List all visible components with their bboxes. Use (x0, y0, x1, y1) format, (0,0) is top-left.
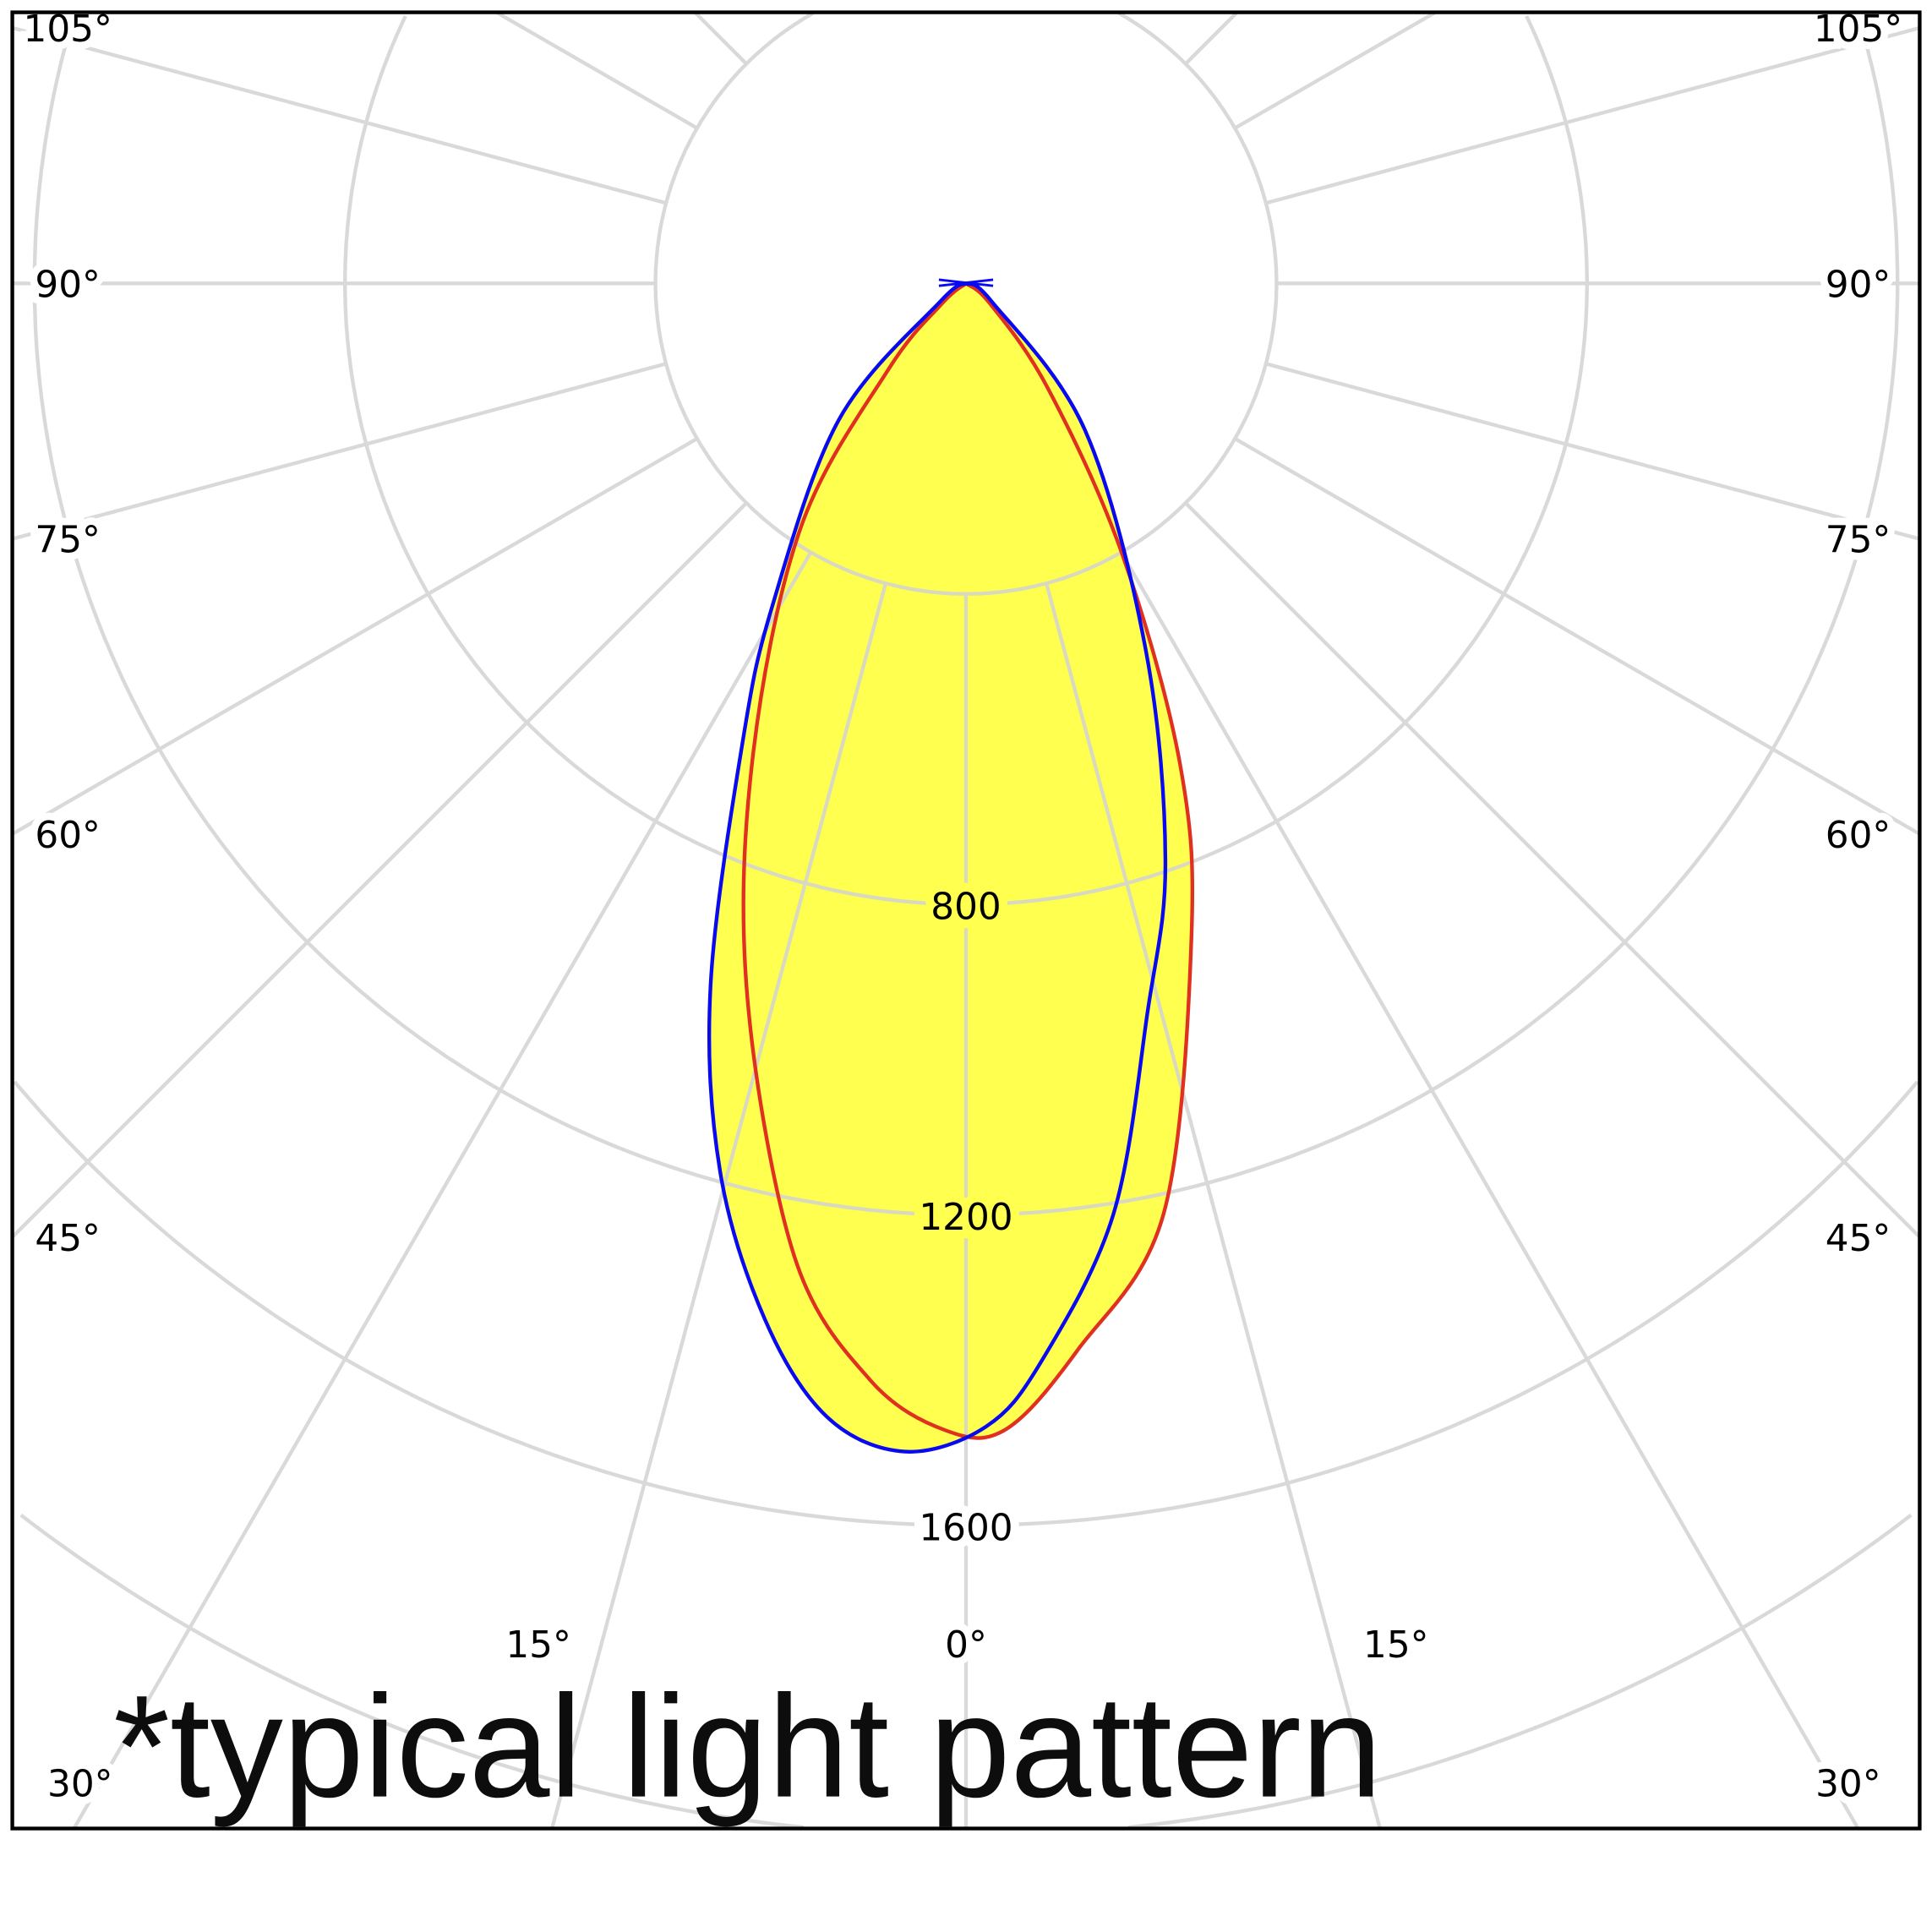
origin-marker (938, 278, 994, 287)
annotation-text: *typical light pattern (113, 1666, 1382, 1828)
radial-grid-circle (343, 15, 1589, 907)
angle-grid-line (12, 501, 748, 1239)
angle-grid-line (1044, 582, 1382, 1829)
angle-label-bottom: 15° (1363, 1624, 1429, 1667)
angle-label-left: 90° (35, 263, 101, 306)
angle-grid-line (72, 551, 813, 1829)
chart-frame (10, 10, 1922, 1831)
radial-grid-circle (19, 1513, 1913, 1829)
angle-label-left: 75° (35, 519, 101, 562)
angle-label-right: 45° (1826, 1217, 1891, 1260)
radial-tick-label: 1600 (919, 1506, 1012, 1549)
angle-label-right: 105° (1814, 8, 1902, 51)
series-fill-blue (709, 283, 1165, 1452)
angle-grid-line (1184, 501, 1920, 1239)
radial-tick-label: 800 (931, 886, 1001, 929)
angle-grid-line (1234, 437, 1920, 836)
angle-label-right: 75° (1826, 519, 1891, 562)
angle-grid-line (550, 582, 888, 1829)
angle-label-bottom: 30° (47, 1763, 113, 1806)
angle-grid-line (1265, 362, 1920, 541)
angle-label-bottom: 15° (505, 1624, 571, 1667)
angle-label-bottom: 0° (945, 1624, 987, 1667)
angle-grid-line (1234, 12, 1437, 130)
angle-grid-line (1265, 25, 1920, 205)
series-curve-blue (707, 281, 1168, 1454)
angle-label-left: 105° (24, 8, 112, 51)
angle-label-left: 60° (35, 814, 101, 857)
radial-tick-label: 1200 (919, 1196, 1012, 1239)
angle-grid-line (12, 437, 698, 836)
angle-grid-line (12, 362, 667, 541)
angle-label-right: 60° (1826, 814, 1891, 857)
angle-grid-line (693, 12, 748, 66)
angle-grid-line (495, 12, 698, 130)
angle-label-bottom: 30° (1815, 1763, 1881, 1806)
radial-grid-circle (653, 12, 1279, 596)
angle-grid-line (1184, 12, 1239, 66)
angle-grid-line (1119, 551, 1860, 1829)
angle-label-right: 90° (1826, 263, 1891, 306)
angle-label-left: 45° (35, 1217, 101, 1260)
angle-grid-line (12, 25, 667, 205)
radial-grid-circle (32, 18, 1900, 1217)
